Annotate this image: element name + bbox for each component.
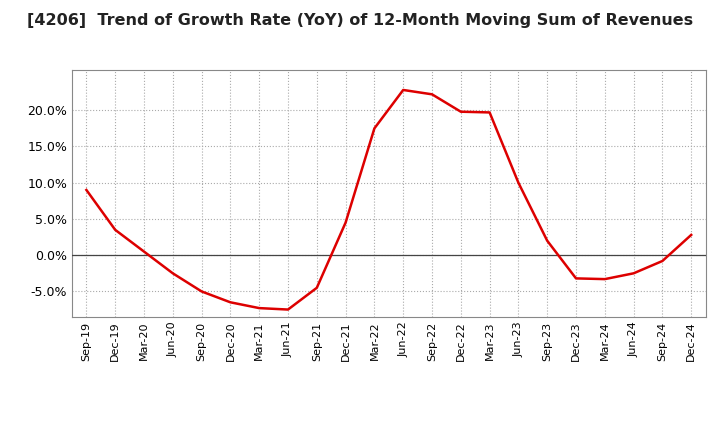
Text: [4206]  Trend of Growth Rate (YoY) of 12-Month Moving Sum of Revenues: [4206] Trend of Growth Rate (YoY) of 12-… bbox=[27, 13, 693, 28]
